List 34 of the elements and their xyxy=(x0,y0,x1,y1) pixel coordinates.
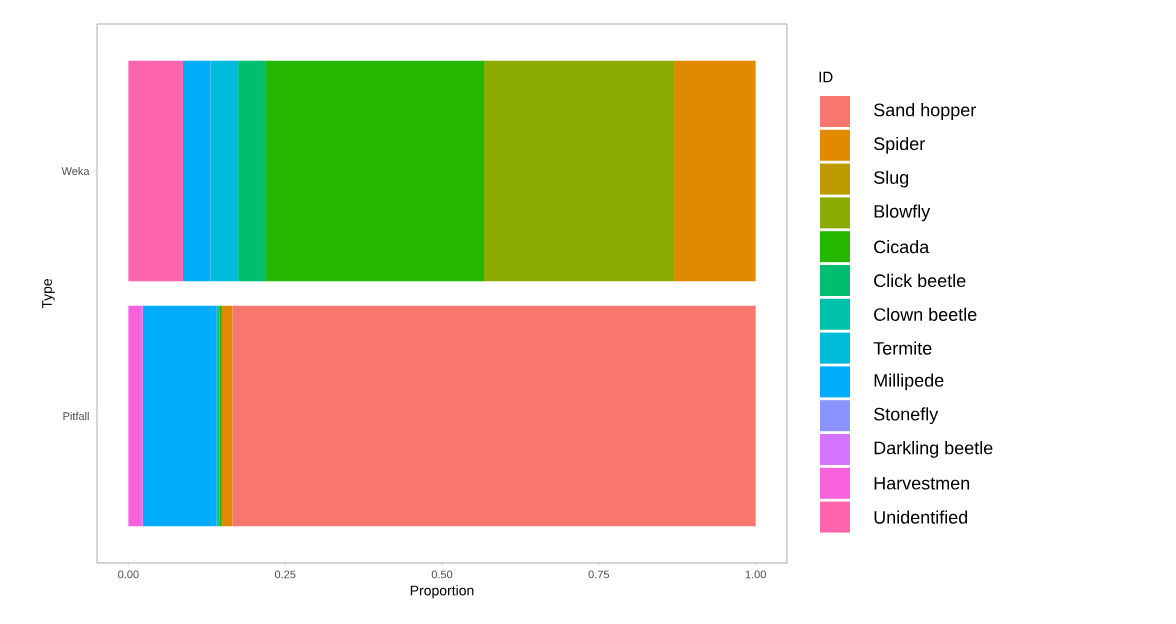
legend-label: Slug xyxy=(874,170,909,188)
bar xyxy=(128,305,141,527)
legend-label: Clown beetle xyxy=(874,307,977,321)
bar xyxy=(238,60,266,282)
legend-label: Spider xyxy=(874,136,925,154)
legend-label: Sand hopper xyxy=(874,103,976,120)
y-tick-label: Weka xyxy=(61,166,90,176)
bar xyxy=(484,60,675,282)
bar xyxy=(674,60,756,282)
x-tick-label: 0.50 xyxy=(431,570,453,579)
legend-label: Stonefly xyxy=(874,407,939,425)
bar xyxy=(128,60,183,282)
x-tick-label: 0.75 xyxy=(588,570,610,579)
legend-label: Click beetle xyxy=(874,273,966,288)
bar xyxy=(265,60,485,282)
x-tick-label: 0.25 xyxy=(274,570,296,579)
legend-label: Termite xyxy=(873,341,932,355)
bar xyxy=(182,60,211,282)
legend-label: Unidentified xyxy=(874,510,968,524)
bar xyxy=(232,305,756,527)
x-axis-title: Proportion xyxy=(410,585,474,599)
bar xyxy=(210,60,239,282)
legend-title: ID xyxy=(819,71,833,83)
bar xyxy=(221,305,233,527)
legend-label: Blowfly xyxy=(874,204,931,222)
legend-label: Darkling beetle xyxy=(874,441,993,458)
x-tick-label: 0.00 xyxy=(118,570,139,579)
bar xyxy=(142,305,217,527)
y-tick-label: Pitfall xyxy=(63,411,89,421)
legend-label: Harvestmen xyxy=(874,477,970,490)
legend-label: Cicada xyxy=(874,240,930,254)
x-tick-label: 1.00 xyxy=(745,570,766,579)
legend-label: Millipede xyxy=(874,373,944,391)
y-axis-title: Type xyxy=(42,278,55,309)
